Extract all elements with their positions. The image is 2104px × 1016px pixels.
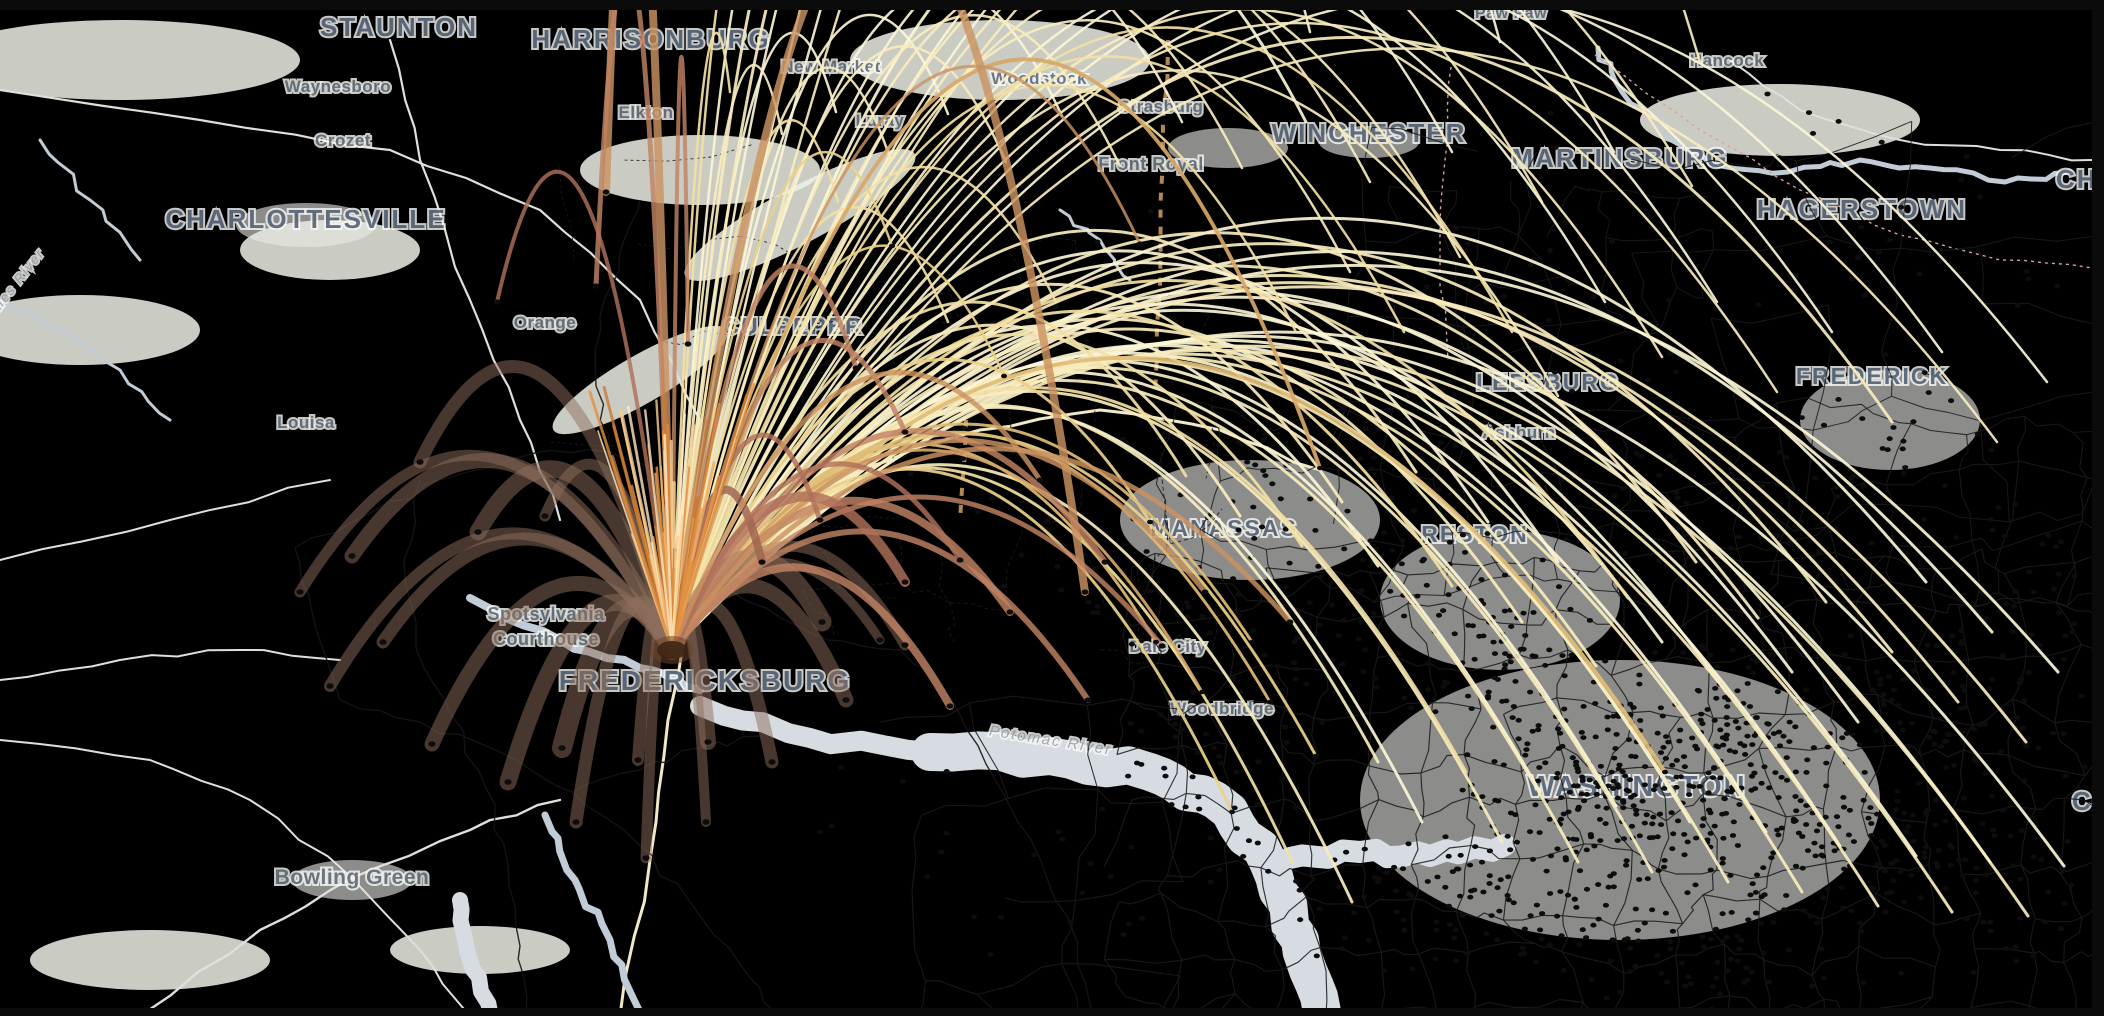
river — [38, 138, 142, 262]
road-line — [0, 739, 353, 879]
map-label-bowling-green: Bowling Green — [275, 866, 430, 889]
road-line — [0, 479, 331, 561]
map-label-waynesboro: Waynesboro — [285, 77, 391, 96]
map-label-staunton: STAUNTON — [320, 12, 478, 42]
arc-tip-dots-layer — [296, 189, 1668, 861]
road-line — [388, 38, 562, 522]
state-boundary-line — [1594, 54, 2092, 269]
map-label-louisa: Louisa — [277, 413, 335, 432]
road-line — [0, 649, 341, 681]
river — [1058, 208, 1132, 282]
river — [1279, 834, 1516, 869]
map-label-frederick: FREDERICK — [1796, 363, 1948, 389]
road-line — [351, 877, 465, 1008]
map-label-crozet: Crozet — [315, 131, 371, 150]
map-label-courthouse: Courthouse — [493, 629, 599, 649]
map-label-woodbridge: Woodbridge — [1170, 699, 1274, 718]
road-line — [1729, 59, 2092, 162]
map-label-cha: CHA — [2056, 164, 2104, 194]
river — [690, 696, 940, 762]
river — [452, 892, 498, 1008]
map-label-charlottesville: CHARLOTTESVILLE — [165, 204, 446, 234]
river — [0, 298, 172, 422]
map-label-dale-city: Dale City — [1129, 637, 1206, 656]
river — [1595, 45, 2073, 185]
map-label-martinsburg: MARTINSBURG — [1512, 143, 1729, 173]
map-label-reston: RESTON — [1421, 521, 1528, 547]
river — [541, 811, 642, 1008]
state-boundary-line — [1439, 59, 1453, 361]
map-label-hancock: Hancock — [1690, 51, 1764, 70]
flow-hub — [588, 374, 756, 664]
map-label-orange: Orange — [514, 313, 577, 332]
arcs-brown-layer — [495, 10, 1293, 710]
map-label-co: CO — [2072, 786, 2104, 816]
river — [911, 731, 1341, 1008]
